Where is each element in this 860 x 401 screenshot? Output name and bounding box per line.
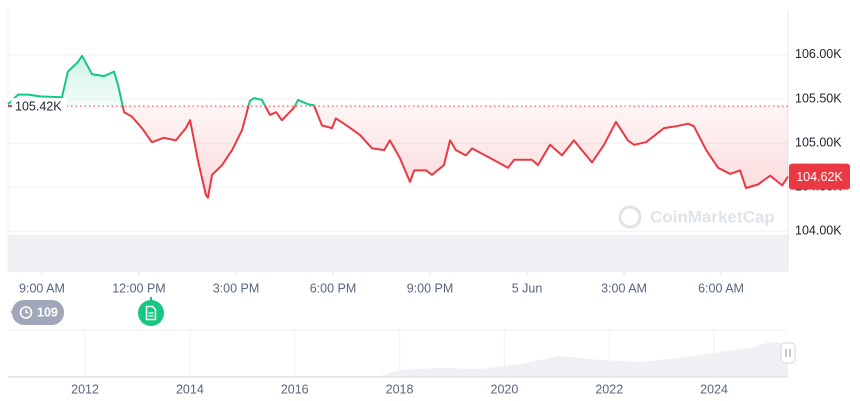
y-tick-label: 105.50K [795, 91, 842, 105]
current-price-badge [789, 163, 850, 190]
badge-bg [12, 300, 64, 325]
y-tick-label: 105.00K [795, 135, 842, 149]
x-tick-label: 6:00 PM [310, 281, 357, 295]
current-price-label: 104.62K [796, 170, 843, 184]
x-tick-label: 3:00 AM [601, 281, 647, 295]
reference-label: 105.42K [15, 99, 62, 113]
x-tick-label: 6:00 AM [698, 281, 744, 295]
history-badge[interactable]: 109 [10, 300, 64, 325]
x-tick-label: 3:00 PM [213, 281, 260, 295]
x-tick-label: 12:00 PM [112, 281, 166, 295]
badge-count: 109 [37, 305, 58, 319]
nav-handle[interactable] [780, 342, 796, 364]
x-tick-label: 9:00 PM [407, 281, 454, 295]
y-tick-label: 104.00K [795, 224, 842, 238]
nav-tick-label: 2022 [595, 382, 623, 396]
nav-tick-label: 2012 [71, 382, 99, 396]
reference-label-bg [11, 98, 67, 115]
price-area [8, 55, 788, 198]
event-marker[interactable] [138, 297, 164, 326]
x-tick-label: 9:00 AM [19, 281, 65, 295]
nav-tick-label: 2014 [176, 382, 204, 396]
nav-tick-label: 2016 [281, 382, 309, 396]
navigator[interactable]: 2012 2014 2016 2018 2020 2022 2024 [8, 329, 796, 396]
nav-tick-label: 2020 [491, 382, 519, 396]
nav-handle-grip [785, 349, 791, 357]
nav-history [8, 342, 788, 377]
price-line [7, 54, 789, 199]
nav-tick-label: 2024 [700, 382, 728, 396]
x-tick-label: 5 Jun [512, 281, 543, 295]
y-tick-label: 106.00K [795, 47, 842, 61]
doc-icon [145, 305, 157, 321]
watermark: CoinMarketCap [618, 205, 775, 229]
plot: 104.00K104.50K105.00K105.50K106.00K9:00 … [7, 47, 850, 295]
badge-arrow [10, 307, 18, 317]
clock-icon [19, 306, 33, 319]
clock-hand [25, 309, 29, 314]
doc-lines [148, 312, 154, 317]
volume-band [8, 235, 788, 271]
nav-tick-label: 2018 [386, 382, 414, 396]
watermark-text: CoinMarketCap [650, 207, 775, 226]
